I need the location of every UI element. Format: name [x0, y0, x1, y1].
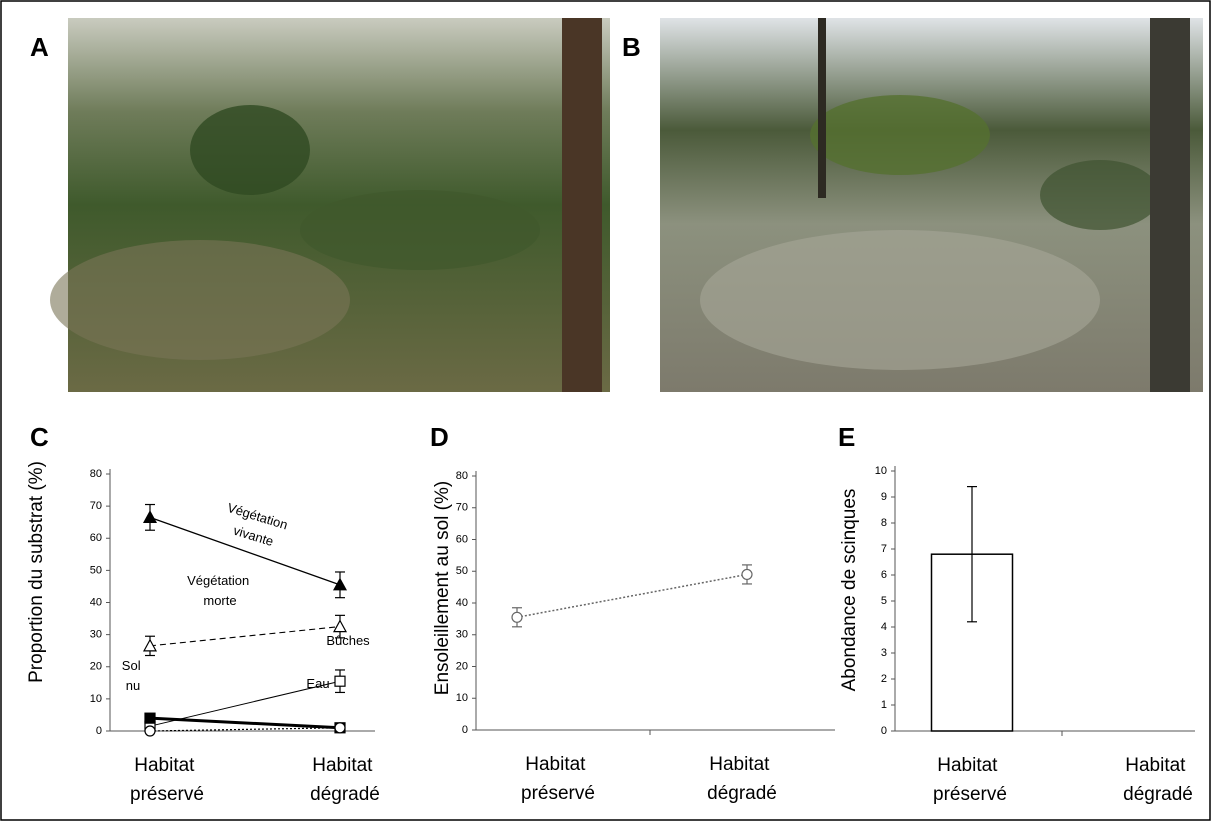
y-tick-label: 30 [90, 629, 102, 641]
y-axis-label: Proportion du substrat (%) [26, 461, 47, 683]
y-tick-label: 7 [881, 543, 887, 555]
series-label: Eau [306, 676, 329, 691]
panel-label: B [622, 32, 641, 62]
y-tick-label: 8 [881, 517, 887, 529]
panel-label: A [30, 32, 49, 62]
x-tick-label: Habitat préservé [521, 754, 595, 804]
y-tick-label: 0 [96, 725, 102, 737]
marker [334, 722, 346, 734]
y-tick-label: 30 [456, 629, 468, 641]
y-tick-label: 5 [881, 595, 887, 607]
marker [511, 611, 523, 623]
series-label: Sol nu [122, 658, 144, 693]
series-line [149, 626, 341, 647]
photo-a [50, 18, 610, 392]
series-label: Végétation vivante [220, 500, 293, 553]
y-tick-label: 2 [881, 673, 887, 685]
y-axis-label: Abondance de scinques [839, 489, 860, 692]
y-tick-label: 20 [456, 660, 468, 672]
marker [142, 638, 158, 652]
y-tick-label: 40 [90, 596, 102, 608]
marker [334, 675, 346, 687]
x-tick-label: Habitat préservé [130, 755, 204, 805]
marker [144, 725, 156, 737]
panel-label: C [30, 422, 49, 452]
x-tick-label: Habitat dégradé [707, 754, 777, 804]
photo-b [660, 18, 1203, 392]
y-axis-label: Ensoleillement au sol (%) [432, 481, 453, 695]
x-tick-label: Habitat dégradé [1123, 755, 1193, 805]
marker [142, 510, 158, 523]
x-tick-label: Habitat dégradé [310, 755, 380, 805]
y-tick-label: 0 [462, 724, 468, 736]
y-tick-label: 70 [456, 502, 468, 514]
y-tick-label: 50 [456, 565, 468, 577]
series-label: Bûches [326, 633, 370, 648]
marker [332, 577, 348, 591]
series-line [149, 516, 341, 586]
y-tick-label: 3 [881, 647, 887, 659]
y-tick-label: 70 [90, 500, 102, 512]
y-tick-label: 9 [881, 491, 887, 503]
y-tick-label: 6 [881, 569, 887, 581]
y-tick-label: 10 [875, 465, 887, 477]
marker [144, 712, 156, 724]
y-tick-label: 60 [90, 532, 102, 544]
series-line [516, 573, 748, 619]
y-tick-label: 80 [90, 468, 102, 480]
marker [332, 619, 348, 633]
y-tick-label: 60 [456, 533, 468, 545]
x-tick-label: Habitat préservé [933, 755, 1007, 805]
series-label: Végétation morte [187, 573, 253, 608]
y-tick-label: 0 [881, 725, 887, 737]
y-tick-label: 80 [456, 470, 468, 482]
y-tick-label: 50 [90, 564, 102, 576]
series-line [149, 716, 341, 730]
y-tick-label: 40 [456, 597, 468, 609]
y-tick-label: 4 [881, 621, 887, 633]
y-tick-label: 1 [881, 699, 887, 711]
y-tick-label: 20 [90, 661, 102, 673]
y-tick-label: 10 [90, 693, 102, 705]
panel-label: D [430, 422, 449, 452]
panel-label: E [838, 422, 855, 452]
y-tick-label: 10 [456, 692, 468, 704]
marker [741, 568, 753, 581]
